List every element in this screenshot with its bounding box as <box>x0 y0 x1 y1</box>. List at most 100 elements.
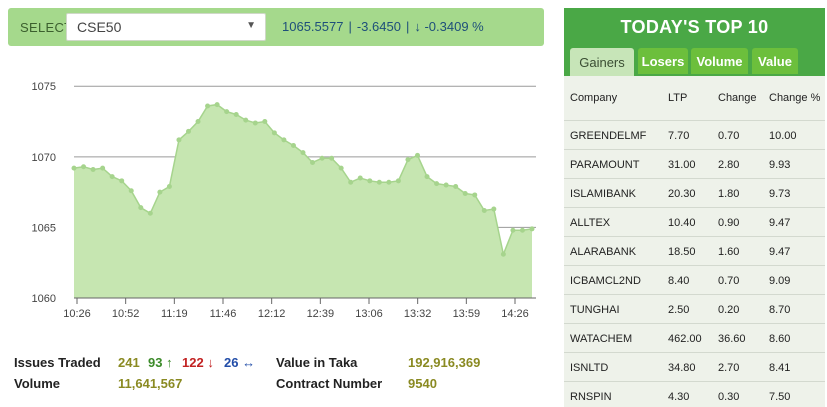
table-row[interactable]: ALLTEX 10.40 0.90 9.47 <box>564 207 825 236</box>
data-point <box>205 103 211 109</box>
data-point <box>252 120 258 126</box>
issues-traded-value: 241 <box>118 355 140 370</box>
value-in-taka: 192,916,369 <box>408 355 481 370</box>
column-change: Change <box>718 92 757 104</box>
change-pct-value: 9.73 <box>769 188 791 200</box>
index-selector-bar: SELECT CSE50 ▼ 1065.5577 | -3.6450 | ↓ -0.34… <box>8 8 544 46</box>
data-point <box>271 130 277 136</box>
data-point <box>443 182 449 188</box>
column-ltp: LTP <box>668 92 688 104</box>
tab-losers[interactable]: Losers <box>638 48 688 74</box>
index-chart: 1060 1065 1070 1075 10:26 10:52 11:19 11:46 12:1… <box>0 50 548 330</box>
data-point <box>462 191 468 197</box>
data-point <box>329 155 335 161</box>
index-chart-svg: 1060 1065 1070 1075 10:26 10:52 11:19 11:46 12:1… <box>32 81 536 320</box>
index-select-value: CSE50 <box>77 19 122 35</box>
table-row[interactable]: RNSPIN 4.30 0.30 7.50 <box>564 381 825 407</box>
ltp-value: 7.70 <box>668 130 690 142</box>
column-company: Company <box>570 92 618 104</box>
table-row[interactable]: PARAMOUNT 31.00 2.80 9.93 <box>564 149 825 178</box>
table-row[interactable]: ISNLTD 34.80 2.70 8.41 <box>564 352 825 381</box>
table-row[interactable]: ISLAMIBANK 20.30 1.80 9.73 <box>564 178 825 207</box>
data-point <box>176 137 182 143</box>
data-point <box>491 206 497 212</box>
ltp-value: 2.50 <box>668 304 690 316</box>
data-point <box>243 117 249 123</box>
data-point <box>166 183 172 189</box>
x-tick-label: 13:06 <box>355 308 383 320</box>
data-point <box>510 227 516 233</box>
chevron-down-icon: ▼ <box>246 20 256 31</box>
table-row[interactable]: ALARABANK 18.50 1.60 9.47 <box>564 236 825 265</box>
table-row[interactable]: TUNGHAI 2.50 0.20 8.70 <box>564 294 825 323</box>
x-tick-label: 10:52 <box>112 308 140 320</box>
data-point <box>138 205 144 211</box>
up-arrow-icon: ↑ <box>166 355 173 370</box>
flat-arrow-icon: ↔ <box>242 355 256 370</box>
x-tick-label: 10:26 <box>63 308 91 320</box>
index-select[interactable]: CSE50 ▼ <box>66 13 266 41</box>
contract-number-value: 9540 <box>408 376 437 391</box>
table-row[interactable]: ICBAMCL2ND 8.40 0.70 9.09 <box>564 265 825 294</box>
company-name: ALARABANK <box>570 246 637 258</box>
data-point <box>233 111 239 117</box>
data-point <box>71 165 77 171</box>
tab-gainers[interactable]: Gainers <box>570 48 634 76</box>
data-point <box>186 128 191 134</box>
change-pct-value: 8.41 <box>769 362 791 374</box>
data-point <box>386 179 392 185</box>
change-pct-value: 9.93 <box>769 159 791 171</box>
index-summary: 1065.5577 | -3.6450 | ↓ -0.3409 % <box>282 19 484 34</box>
change-value: 1.80 <box>718 188 740 200</box>
change-value: 0.20 <box>718 304 740 316</box>
value-in-taka-label: Value in Taka <box>276 355 358 370</box>
data-point <box>310 159 316 165</box>
change-pct-value: 9.47 <box>769 217 791 229</box>
tab-value[interactable]: Value <box>752 48 798 74</box>
x-tick-label: 12:12 <box>258 308 286 320</box>
company-name: ISLAMIBANK <box>570 188 637 200</box>
tab-volume[interactable]: Volume <box>691 48 748 74</box>
change-pct-value: 8.70 <box>769 304 791 316</box>
change-value: 0.90 <box>718 217 740 229</box>
issues-traded-label: Issues Traded <box>14 355 101 370</box>
change-value: 0.70 <box>718 130 740 142</box>
table-row[interactable]: WATACHEM 462.00 36.60 8.60 <box>564 323 825 352</box>
volume-label: Volume <box>14 376 60 391</box>
data-point <box>195 119 201 125</box>
data-point <box>453 183 459 189</box>
data-point <box>262 119 268 125</box>
select-label: SELECT <box>20 19 73 35</box>
company-name: WATACHEM <box>570 333 633 345</box>
data-point <box>357 175 363 181</box>
data-point <box>81 164 87 170</box>
index-value: 1065.5577 <box>282 19 344 34</box>
ltp-value: 18.50 <box>668 246 696 258</box>
data-point <box>128 188 134 194</box>
data-point <box>472 192 478 198</box>
y-tick-label: 1070 <box>32 152 56 164</box>
ltp-value: 34.80 <box>668 362 696 374</box>
company-name: TUNGHAI <box>570 304 620 316</box>
change-pct-value: 7.50 <box>769 391 791 403</box>
table-row[interactable]: GREENDELMF 7.70 0.70 10.00 <box>564 120 825 149</box>
data-point <box>376 179 382 185</box>
x-tick-label: 11:19 <box>161 308 188 320</box>
change-pct-value: 8.60 <box>769 333 791 345</box>
company-name: RNSPIN <box>570 391 612 403</box>
top-ten-header: TODAY'S TOP 10 Gainers Losers Volume Val… <box>564 8 825 76</box>
data-point <box>481 207 487 213</box>
data-point <box>348 179 354 185</box>
data-point <box>519 227 525 233</box>
data-point <box>224 109 230 115</box>
x-tick-label: 13:59 <box>453 308 481 320</box>
company-name: ICBAMCL2ND <box>570 275 641 287</box>
area-fill <box>74 104 532 299</box>
change-pct-value: 10.00 <box>769 130 797 142</box>
change-value: 0.70 <box>718 275 740 287</box>
ltp-value: 10.40 <box>668 217 696 229</box>
volume-value: 11,641,567 <box>118 376 183 391</box>
ltp-value: 4.30 <box>668 391 690 403</box>
y-tick-label: 1060 <box>32 293 56 305</box>
index-percent: -0.3409 % <box>424 19 484 34</box>
